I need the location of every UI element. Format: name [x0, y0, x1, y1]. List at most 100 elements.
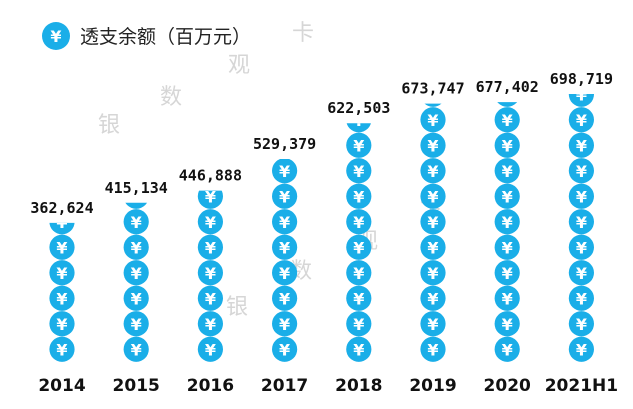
coin-glyph: ¥ [279, 315, 290, 334]
coin-glyph: ¥ [427, 136, 438, 155]
coin [49, 260, 75, 286]
coin [346, 132, 372, 158]
coin [568, 94, 594, 107]
coin-glyph: ¥ [353, 213, 364, 232]
coin [346, 234, 372, 260]
coin-glyph: ¥ [353, 136, 364, 155]
coin-glyph: ¥ [56, 213, 67, 232]
coin [123, 260, 149, 286]
coin-glyph: ¥ [205, 340, 216, 359]
bar-2019: ¥ ¥ ¥ ¥ ¥ ¥ ¥ ¥ ¥ ¥ ¥ ¥ [420, 60, 446, 362]
coin-glyph: ¥ [56, 315, 67, 334]
coin [346, 123, 371, 133]
bar-2016: ¥¥¥¥¥¥¥¥ [197, 187, 223, 362]
coin-glyph: ¥ [205, 289, 216, 308]
coin-glyph: ¥ [205, 187, 216, 206]
category-label-2015: 2015 [113, 376, 160, 396]
coin-glyph: ¥ [353, 238, 364, 257]
bar-2014: ¥¥¥¥¥¥¥ [49, 213, 75, 362]
watermark-char-2: 数 [160, 85, 182, 110]
coin-glyph: ¥ [353, 264, 364, 283]
coin [123, 336, 149, 362]
coin-glyph: ¥ [502, 136, 513, 155]
coin [272, 285, 298, 311]
coin-glyph: ¥ [576, 340, 587, 359]
coin [494, 285, 520, 311]
coin [272, 234, 298, 260]
coin-glyph: ¥ [427, 315, 438, 334]
category-label-2017: 2017 [261, 376, 308, 396]
coin [125, 202, 147, 209]
coin [420, 158, 446, 184]
coin-glyph: ¥ [576, 315, 587, 334]
value-label-2016: 446,888 [179, 167, 242, 185]
watermark-char-1: 银 [98, 113, 120, 138]
coin [494, 183, 520, 209]
bar-2020: ¥ ¥ ¥ ¥ ¥ ¥ ¥ ¥ ¥ ¥ ¥ ¥ [494, 102, 520, 362]
coin-glyph: ¥ [279, 289, 290, 308]
coin [420, 209, 446, 235]
coin [346, 285, 372, 311]
bar-2017: ¥¥¥¥¥¥¥¥¥ [272, 158, 298, 362]
coin-glyph: ¥ [56, 238, 67, 257]
watermark: 银 数 观 卡 银 数 观 卡 [98, 21, 442, 320]
coin [568, 260, 595, 286]
coin-glyph: ¥ [353, 315, 364, 334]
coin-glyph: ¥ [353, 187, 364, 206]
coin [272, 311, 298, 337]
value-labels: 362,624 415,134 446,888 529,379 622,503 673,7… [30, 70, 613, 217]
coin [197, 336, 223, 362]
coin [272, 209, 298, 235]
coin [494, 234, 520, 260]
coin-glyph: ¥ [205, 238, 216, 257]
coin-glyph: ¥ [502, 187, 513, 206]
coin [494, 158, 520, 184]
coin-glyph: ¥ [427, 85, 438, 104]
value-label-2021H1: 698,719 [550, 70, 613, 88]
coin-glyph: ¥ [427, 289, 438, 308]
coin-glyph: ¥ [576, 136, 587, 155]
legend-coin [42, 22, 70, 50]
watermark-char-3: 观 [228, 53, 250, 78]
category-label-2021H1: 2021H1 [545, 376, 618, 396]
coin-glyph: ¥ [576, 187, 587, 206]
coin-glyph: ¥ [427, 238, 438, 257]
coin-glyph: ¥ [279, 340, 290, 359]
coin-glyph: ¥ [131, 213, 142, 232]
coin-glyph: ¥ [131, 238, 142, 257]
legend-coin-glyph: ¥ [50, 27, 61, 46]
value-label-2020: 677,402 [476, 78, 539, 96]
coin-glyph: ¥ [576, 85, 587, 104]
coin [197, 311, 223, 337]
bar-2021H1: ¥¥¥¥¥¥¥¥¥¥¥¥ [568, 85, 595, 362]
coin [123, 209, 149, 235]
coin-glyph: ¥ [502, 315, 513, 334]
coin-glyph: ¥ [502, 111, 513, 130]
category-label-2018: 2018 [335, 376, 382, 396]
coin [197, 190, 223, 209]
coin [346, 311, 372, 337]
coin-glyph: ¥ [353, 162, 364, 181]
coin [49, 311, 75, 337]
coin-glyph: ¥ [131, 315, 142, 334]
coin [568, 311, 595, 337]
coin [420, 107, 446, 133]
coin [497, 102, 517, 107]
coin [123, 234, 149, 260]
coin [568, 285, 595, 311]
coin-glyph: ¥ [427, 60, 438, 79]
coin-glyph: ¥ [279, 187, 290, 206]
value-label-2019: 673,747 [401, 80, 464, 98]
coin [272, 260, 298, 286]
coin [568, 158, 595, 184]
coin-glyph: ¥ [131, 264, 142, 283]
value-label-2018: 622,503 [327, 99, 390, 117]
coin-glyph: ¥ [502, 213, 513, 232]
coin [272, 183, 298, 209]
coin-glyph: ¥ [502, 340, 513, 359]
coin [568, 132, 595, 158]
coin [123, 311, 149, 337]
coin [123, 285, 149, 311]
coin-glyph: ¥ [205, 213, 216, 232]
